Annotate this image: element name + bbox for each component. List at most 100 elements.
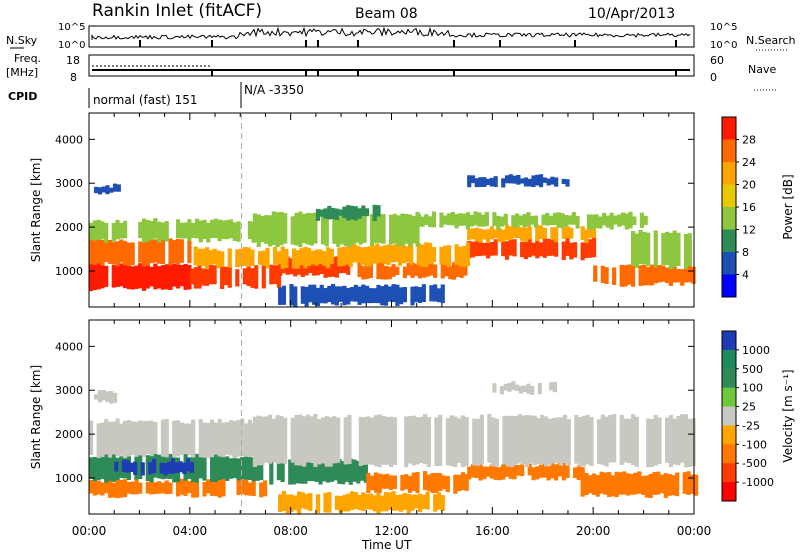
heatmap-cell [179, 264, 184, 287]
heatmap-cell [183, 480, 188, 496]
heatmap-cell [119, 222, 124, 239]
heatmap-cell [544, 416, 549, 467]
heatmap-cell [462, 245, 467, 267]
heatmap-cell [526, 212, 531, 227]
colorbar-label: Power [dB] [781, 174, 795, 239]
nsearch-tick-bottom: 10^0 [710, 40, 737, 51]
heatmap-cell [593, 265, 598, 282]
heatmap-cell [332, 216, 337, 244]
x-axis-labels: 00:00 04:00 08:00 12:00 16:00 20:00 00:00 [72, 524, 712, 538]
x-tick-label: 16:00 [475, 524, 510, 538]
heatmap-cell [235, 249, 240, 268]
heatmap-cell [115, 418, 120, 457]
heatmap-cell [291, 461, 297, 485]
heatmap-cell [168, 262, 173, 290]
heatmap-cell [130, 421, 135, 456]
heatmap-cell [121, 459, 126, 473]
heatmap-cell [533, 215, 539, 228]
heatmap-cell [279, 415, 284, 464]
heatmap-cell [191, 480, 196, 498]
heatmap-cell [683, 414, 689, 468]
heatmap-cell [247, 482, 252, 496]
heatmap-cell [430, 472, 435, 494]
heatmap-cell [406, 262, 411, 276]
heatmap-cell [565, 237, 570, 256]
heatmap-cell [294, 414, 299, 466]
y-tick-label: 2000 [55, 221, 83, 234]
heatmap-cell [523, 241, 529, 260]
heatmap-cell [628, 211, 633, 229]
heatmap-cell [600, 265, 605, 283]
colorbar-swatch [722, 406, 736, 426]
heatmap-cell [288, 459, 293, 485]
heatmap-cell [646, 232, 651, 266]
heatmap-cell [105, 391, 110, 403]
heatmap-cell [201, 248, 206, 266]
heatmap-cell [522, 385, 527, 393]
heatmap-cell [421, 494, 426, 509]
heatmap-cell [194, 453, 200, 483]
heatmap-cell [322, 251, 327, 266]
heatmap-cell [175, 479, 181, 497]
heatmap-cell [667, 473, 672, 496]
heatmap-cell [474, 178, 479, 188]
heatmap-cell [191, 419, 196, 458]
heatmap-cell [588, 239, 593, 258]
heatmap-cell [115, 219, 120, 240]
heatmap-cell [470, 175, 476, 184]
heatmap-cell [138, 482, 143, 494]
heatmap-cell [509, 415, 515, 468]
cpid-label: CPID [8, 90, 37, 103]
heatmap-cell [668, 232, 673, 270]
heatmap-cell [251, 423, 256, 456]
heatmap-cells [89, 174, 696, 307]
heatmap-cell [89, 262, 94, 292]
heatmap-cell [652, 472, 657, 495]
heatmap-cell [417, 287, 423, 303]
heatmap-cell [104, 454, 109, 483]
heatmap-cell [342, 206, 347, 219]
heatmap-cell [542, 227, 547, 239]
colorbar-tick-label: 500 [742, 363, 763, 376]
heatmap-cell [278, 259, 283, 276]
heatmap-cell [627, 418, 632, 464]
heatmap-cell [303, 458, 308, 484]
heatmap-cell [372, 495, 377, 512]
heatmap-cell [639, 212, 644, 228]
heatmap-cell [349, 205, 355, 220]
heatmap-cell [189, 268, 195, 285]
heatmap-cell [141, 421, 147, 458]
heatmap-cell [486, 242, 491, 259]
heatmap-cell [546, 238, 551, 256]
heatmap-cell [269, 264, 274, 285]
heatmap-cell [385, 416, 390, 465]
heatmap-cell [501, 229, 506, 242]
heatmap-cell [141, 218, 147, 243]
heatmap-cell [391, 491, 396, 511]
heatmap-cell [96, 480, 101, 495]
heatmap-cell [365, 208, 370, 217]
heatmap-cell [535, 238, 540, 259]
heatmap-cell [391, 264, 396, 277]
heatmap-cell [160, 237, 166, 265]
x-tick-label: 12:00 [374, 524, 409, 538]
heatmap-cell [388, 214, 394, 245]
heatmap-cell [377, 473, 382, 493]
heatmap-cell [186, 458, 191, 472]
x-tick-label: 04:00 [173, 524, 208, 538]
heatmap-cell [290, 216, 295, 245]
heatmap-cell [489, 464, 494, 479]
colorbar-tick-label: 24 [742, 156, 756, 169]
heatmap-cell [179, 239, 184, 263]
heatmap-cell [283, 213, 288, 244]
nsky-tick-bottom: 10^0 [58, 40, 85, 51]
heatmap-cell [516, 465, 521, 476]
heatmap-cell [232, 421, 237, 459]
heatmap-cell [623, 418, 628, 463]
heatmap-cell [431, 247, 437, 263]
y-tick-label: 1000 [55, 472, 83, 485]
heatmap-cell [591, 237, 597, 258]
heatmap-cell [357, 262, 362, 278]
heatmap-cell [346, 493, 351, 512]
